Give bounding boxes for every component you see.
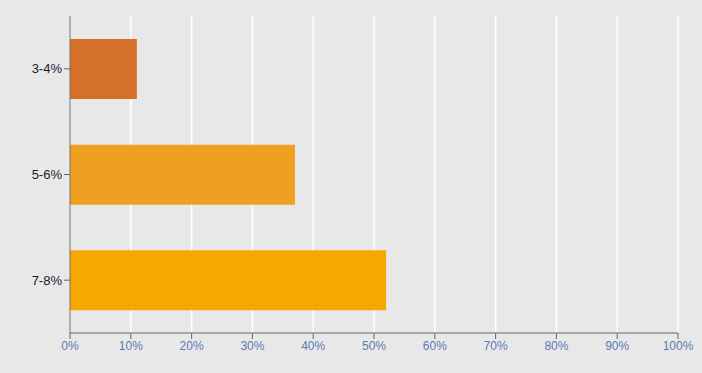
- svg-text:30%: 30%: [240, 339, 264, 353]
- svg-text:50%: 50%: [362, 339, 386, 353]
- svg-text:3-4%: 3-4%: [32, 61, 63, 76]
- svg-text:20%: 20%: [180, 339, 204, 353]
- svg-text:0%: 0%: [61, 339, 79, 353]
- svg-text:90%: 90%: [605, 339, 629, 353]
- svg-text:70%: 70%: [484, 339, 508, 353]
- svg-text:5-6%: 5-6%: [32, 167, 63, 182]
- svg-text:7-8%: 7-8%: [32, 273, 63, 288]
- svg-text:40%: 40%: [301, 339, 325, 353]
- svg-text:80%: 80%: [544, 339, 568, 353]
- svg-text:100%: 100%: [663, 339, 694, 353]
- svg-text:60%: 60%: [423, 339, 447, 353]
- svg-text:10%: 10%: [119, 339, 143, 353]
